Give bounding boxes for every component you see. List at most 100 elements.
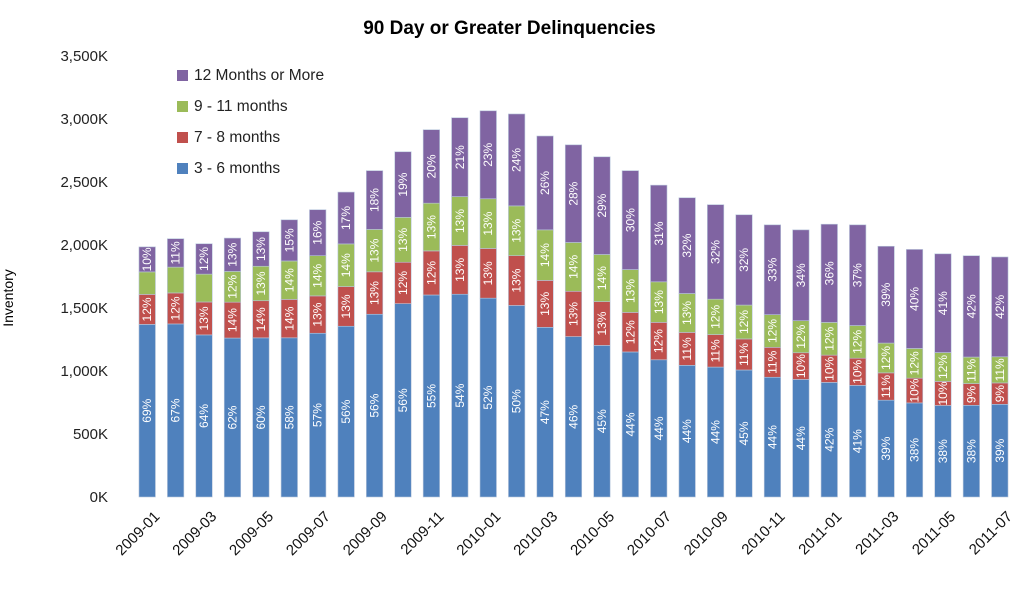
data-label: 56% <box>339 399 353 423</box>
data-label: 32% <box>680 233 694 257</box>
data-label: 12% <box>737 310 751 334</box>
bar-2009-10: 56% 12% 13% 19% <box>394 151 412 498</box>
data-label: 13% <box>652 290 666 314</box>
bar-2010-03: 47% 13% 14% 26% <box>536 135 554 498</box>
data-label: 38% <box>908 438 922 462</box>
legend-swatch-7-8-months <box>177 132 188 143</box>
data-label: 13% <box>481 261 495 285</box>
data-label: 11% <box>993 358 1007 381</box>
x-tick-label: 2009-05 <box>226 508 277 559</box>
data-label: 12% <box>652 329 666 353</box>
data-label: 14% <box>225 308 239 332</box>
data-label: 13% <box>453 257 467 281</box>
data-label: 13% <box>453 209 467 233</box>
bar-2011-06: 38% 9% 11% 42% <box>962 255 980 498</box>
data-label: 10% <box>851 359 865 383</box>
y-tick-label: 1,000K <box>60 363 108 380</box>
legend-label: 12 Months or More <box>194 66 325 84</box>
data-label: 11% <box>879 375 893 398</box>
data-label: 13% <box>254 271 268 295</box>
data-label: 12% <box>936 355 950 379</box>
data-label: 13% <box>225 242 239 266</box>
data-label: 11% <box>737 343 751 366</box>
data-label: 64% <box>197 404 211 428</box>
data-label: 67% <box>169 398 183 422</box>
legend-label: 3 - 6 months <box>194 159 281 177</box>
bar-segment-12-months-or-more <box>479 110 497 200</box>
bar-2010-07: 44% 12% 13% 31% <box>650 184 668 498</box>
bar-2011-02: 41% 10% 12% 37% <box>849 224 867 498</box>
data-label: 13% <box>481 211 495 235</box>
bar-2010-09: 44% 11% 12% 32% <box>707 204 725 498</box>
data-label: 46% <box>567 404 581 428</box>
data-label: 23% <box>481 142 495 166</box>
data-label: 12% <box>424 261 438 285</box>
bar-2010-05: 45% 13% 14% 29% <box>593 156 611 498</box>
bar-segment-12-months-or-more <box>309 209 327 256</box>
data-label: 13% <box>254 237 268 261</box>
data-label: 12% <box>709 305 723 329</box>
data-label: 10% <box>908 378 922 402</box>
data-label: 10% <box>794 354 808 378</box>
data-label: 13% <box>510 268 524 292</box>
data-label: 19% <box>396 172 410 196</box>
bar-segment-12-months-or-more <box>962 255 980 358</box>
bar-2009-09: 56% 13% 13% 18% <box>366 170 384 498</box>
data-label: 32% <box>737 248 751 272</box>
bar-2010-11: 44% 11% 12% 33% <box>763 224 781 498</box>
data-label: 13% <box>595 311 609 335</box>
bar-2009-01: 69% 12% 10% <box>138 246 156 498</box>
data-label: 44% <box>652 416 666 440</box>
data-label: 39% <box>993 438 1007 462</box>
x-tick-label: 2009-03 <box>169 508 220 559</box>
x-tick-label: 2011-03 <box>852 508 902 558</box>
legend-item-3-6-months: 3 - 6 months <box>177 153 324 184</box>
bar-2010-01: 52% 13% 13% 23% <box>479 110 497 498</box>
data-label: 44% <box>623 412 637 436</box>
data-label: 42% <box>993 295 1007 319</box>
bar-segment-12-months-or-more <box>991 256 1009 358</box>
bar-segment-12-months-or-more <box>564 144 583 243</box>
data-label: 41% <box>851 429 865 453</box>
data-label: 56% <box>396 388 410 412</box>
x-tick-label: 2009-07 <box>283 508 334 559</box>
y-tick-label: 2,500K <box>60 174 108 191</box>
bar-segment-12-months-or-more <box>223 237 242 272</box>
data-label: 12% <box>822 326 836 350</box>
legend-swatch-9-11-months <box>177 101 188 112</box>
bar-segment-12-months-or-more <box>707 204 725 300</box>
data-label: 12% <box>794 324 808 348</box>
bar-segment-12-months-or-more <box>167 238 185 268</box>
data-label: 57% <box>311 403 325 427</box>
chart-title: 90 Day or Greater Delinquencies <box>363 18 656 39</box>
bar-segment-12-months-or-more <box>508 113 526 207</box>
data-label: 18% <box>368 188 382 212</box>
bar-2011-05: 38% 10% 12% 41% <box>934 253 952 498</box>
bar-2009-12: 54% 13% 13% 21% <box>451 117 469 498</box>
data-label: 12% <box>623 320 637 344</box>
legend: 12 Months or More 9 - 11 months 7 - 8 mo… <box>177 60 324 184</box>
x-tick-label: 2010-03 <box>510 508 561 559</box>
x-tick-label: 2011-01 <box>795 508 845 558</box>
bar-segment-12-months-or-more <box>252 231 270 267</box>
data-label: 13% <box>368 281 382 305</box>
bar-segment-9---11-months <box>138 271 156 295</box>
data-label: 28% <box>567 181 581 205</box>
bar-2009-06: 58% 14% 14% 15% <box>280 219 298 498</box>
bar-segment-12-months-or-more <box>621 170 639 270</box>
data-label: 20% <box>424 154 438 178</box>
y-tick-label: 3,000K <box>60 111 108 128</box>
bar-segment-12-months-or-more <box>536 135 554 231</box>
data-label: 13% <box>311 302 325 326</box>
bar-segment-12-months-or-more <box>820 223 838 323</box>
data-label: 26% <box>538 171 552 195</box>
data-label: 54% <box>453 383 467 407</box>
data-label: 12% <box>879 346 893 370</box>
data-label: 29% <box>595 193 609 217</box>
data-label: 13% <box>368 238 382 262</box>
data-label: 12% <box>396 271 410 295</box>
data-label: 13% <box>567 302 581 326</box>
legend-label: 9 - 11 months <box>194 97 288 115</box>
data-label: 15% <box>282 228 296 252</box>
data-label: 9% <box>964 385 978 403</box>
